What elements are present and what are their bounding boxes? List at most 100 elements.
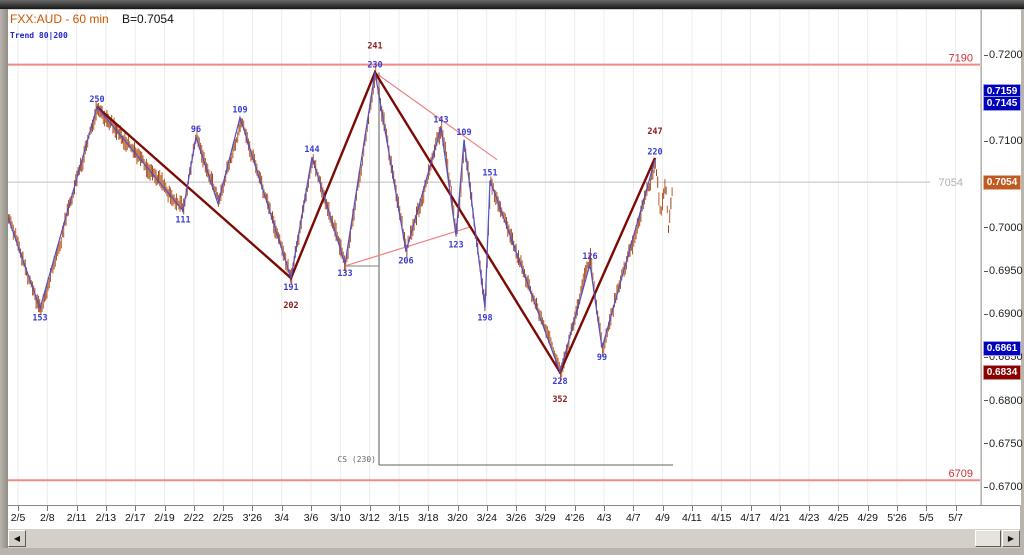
date-tick-mark <box>691 506 693 511</box>
swing-label: 206 <box>398 256 413 266</box>
swing-label: 111 <box>175 216 190 226</box>
swing-label: 109 <box>232 105 247 115</box>
date-tick-mark <box>311 506 312 511</box>
date-tick-mark <box>867 506 869 511</box>
date-tick-mark <box>252 506 254 511</box>
date-tick-mark <box>604 506 605 511</box>
price-tick-label: 0.6750 <box>984 438 1023 450</box>
date-tick-label: 3'26 <box>242 512 263 524</box>
date-tick-label: 3/15 <box>388 512 410 524</box>
swing-label: 151 <box>482 168 497 178</box>
date-tick-mark <box>545 506 547 511</box>
date-tick-label: 4/15 <box>710 512 732 524</box>
date-tick-mark <box>135 506 137 511</box>
date-tick-label: 2/19 <box>154 512 175 524</box>
window-top-bar <box>0 0 1024 9</box>
chart-title: FXX:AUD - 60 min B=0.7054 <box>10 12 174 26</box>
date-tick-label: 2/17 <box>124 512 146 524</box>
swing-label: 96 <box>191 125 201 135</box>
date-tick-label: 4/7 <box>625 512 641 524</box>
blue-zigzag-line <box>8 72 656 375</box>
date-tick-mark <box>955 506 957 511</box>
date-tick-mark <box>662 506 664 511</box>
date-tick-label: 2/13 <box>95 512 117 524</box>
swing-label: 247 <box>647 127 662 137</box>
date-tick-label: 4/25 <box>828 512 849 524</box>
bid-price-label: B=0.7054 <box>122 12 174 26</box>
date-tick-mark <box>457 506 459 511</box>
current-price-line-label: 7054 <box>939 177 963 189</box>
date-tick-mark <box>105 506 107 511</box>
date-tick-mark <box>369 506 371 511</box>
date-tick-mark <box>47 506 49 511</box>
window-border-left <box>0 9 8 555</box>
swing-label: 133 <box>337 269 352 279</box>
date-tick-mark <box>721 506 723 511</box>
price-tick-label: 0.7200 <box>984 49 1023 61</box>
date-tick-label: 4/9 <box>655 512 670 524</box>
date-tick-label: 3/29 <box>535 512 556 524</box>
date-tick-mark <box>809 506 811 511</box>
horizontal-scrollbar[interactable]: ◀ ▶ <box>8 529 1020 548</box>
date-tick-mark <box>779 506 781 511</box>
date-tick-label: 3/12 <box>359 512 380 524</box>
date-tick-label: 3/4 <box>274 512 289 524</box>
date-tick-mark <box>428 506 430 511</box>
scroll-right-button[interactable]: ▶ <box>1002 530 1020 547</box>
symbol-timeframe-label: FXX:AUD - 60 min <box>10 12 109 26</box>
date-tick-mark <box>223 506 225 511</box>
blue-swing-labels: 153 250 111 96 109 191 144 133 230 206 143 123 109 19… <box>32 60 662 387</box>
price-tick-label: 0.6800 <box>984 395 1023 407</box>
date-tick-mark <box>516 506 518 511</box>
swing-label: 109 <box>456 128 471 138</box>
price-badge: 0.6861 <box>983 341 1021 357</box>
date-tick-label: 5'26 <box>887 512 907 524</box>
chart-plot-area[interactable]: 7190 6709 7054 CS (230) 153 250 111 96 109 191 144… <box>8 10 980 505</box>
date-tick-mark <box>398 506 400 511</box>
swing-label: 228 <box>552 377 567 387</box>
date-tick-label: 4/11 <box>682 512 702 524</box>
date-tick-label: 3/20 <box>447 512 468 524</box>
date-tick-mark <box>18 506 19 511</box>
price-badge: 0.6834 <box>983 364 1021 380</box>
date-tick-label: 4'26 <box>564 512 585 524</box>
date-tick-mark <box>633 506 635 511</box>
date-tick-mark <box>838 506 840 511</box>
price-chart[interactable]: 7190 6709 7054 CS (230) 153 250 111 96 109 191 144… <box>8 10 980 505</box>
date-tick-mark <box>897 506 898 511</box>
swing-label: 241 <box>367 41 382 51</box>
window-border-bottom <box>0 548 1024 555</box>
date-tick-mark <box>76 506 78 511</box>
date-tick-mark <box>281 506 283 511</box>
swing-label: 220 <box>647 148 662 158</box>
window-border-right <box>1020 9 1024 555</box>
date-tick-label: 4/29 <box>857 512 878 524</box>
date-tick-label: 4/17 <box>740 512 761 524</box>
gridlines <box>17 10 957 505</box>
price-tick-label: 0.7000 <box>984 222 1023 234</box>
date-tick-label: 3/18 <box>417 512 439 524</box>
date-tick-mark <box>193 506 195 511</box>
support-resistance-label: 7190 <box>949 53 973 65</box>
date-tick-label: 2/11 <box>66 512 87 524</box>
scrollbar-thumb[interactable] <box>975 530 1001 547</box>
date-tick-mark <box>486 506 488 511</box>
support-resistance-label: 6709 <box>949 468 973 480</box>
swing-label: 352 <box>552 395 567 405</box>
swing-label: 143 <box>433 116 448 126</box>
swing-label: 144 <box>304 145 319 155</box>
scroll-left-button[interactable]: ◀ <box>8 530 26 547</box>
maroon-swing-labels: 202 241 352 247 <box>283 41 662 405</box>
swing-label: 230 <box>367 60 382 70</box>
price-badge: 0.7145 <box>983 96 1021 112</box>
swing-label: 198 <box>477 313 492 323</box>
date-tick-mark <box>340 506 342 511</box>
date-tick-label: 2/25 <box>212 512 234 524</box>
price-tick-label: 0.7100 <box>984 135 1023 147</box>
cs-measure: CS (230) <box>337 72 673 466</box>
swing-label: 191 <box>283 283 298 293</box>
price-axis: 0.7200 0.7100 0.7000 0.6950 0.6900 0.6850 0.68… <box>981 10 1023 505</box>
price-tick-label: 0.6700 <box>984 481 1023 493</box>
cs-measure-label: CS (230) <box>337 455 376 464</box>
